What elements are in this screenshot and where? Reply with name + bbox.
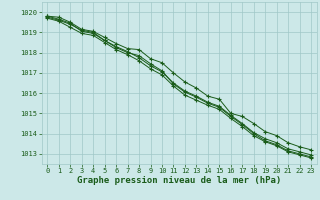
X-axis label: Graphe pression niveau de la mer (hPa): Graphe pression niveau de la mer (hPa)	[77, 176, 281, 185]
